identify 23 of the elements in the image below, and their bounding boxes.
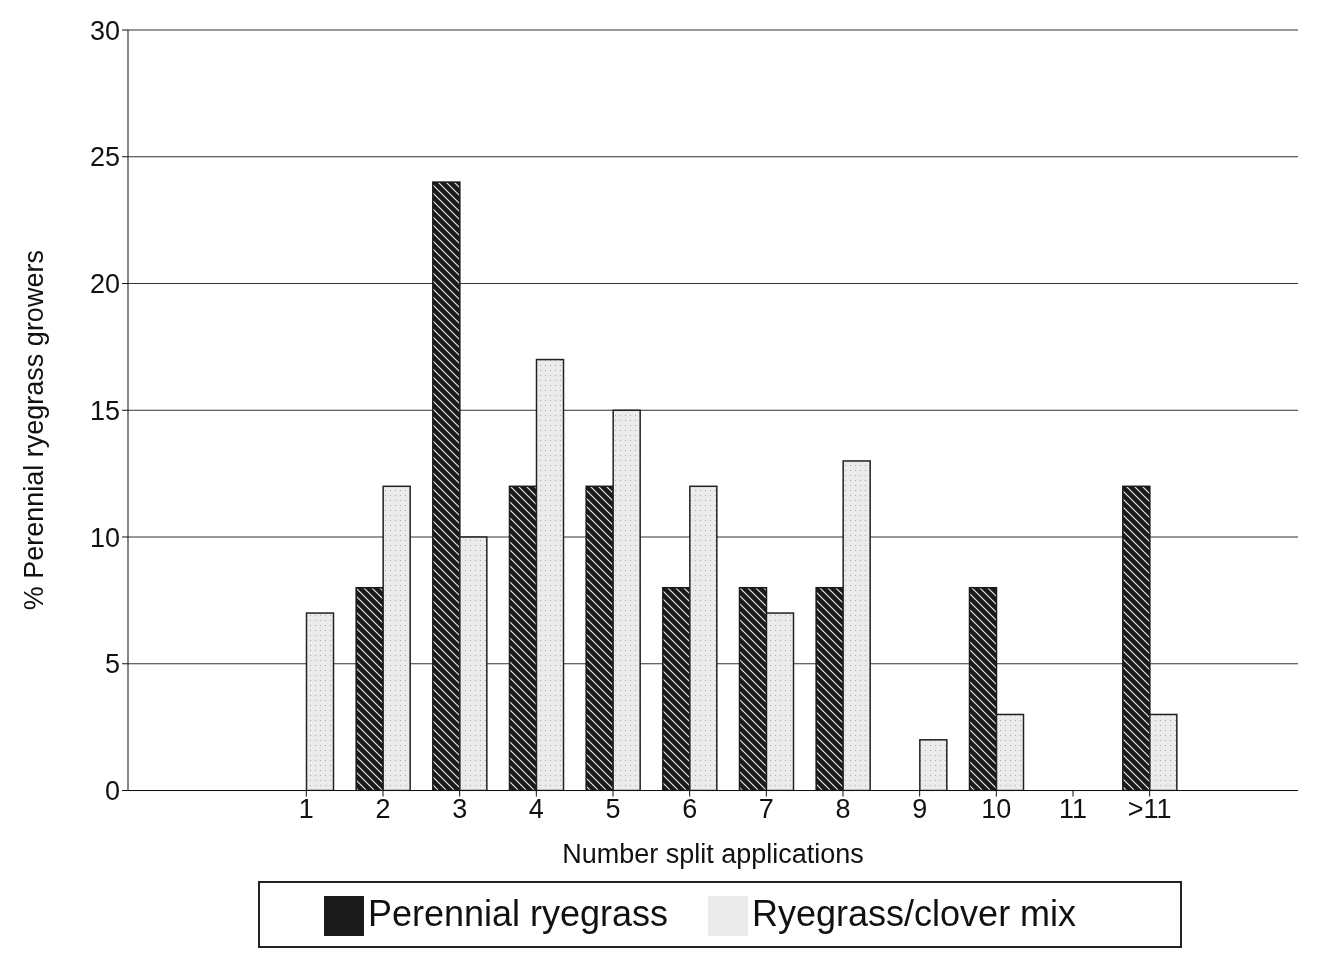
legend-label: Ryegrass/clover mix [752,892,1077,934]
x-tick-label: >11 [1127,793,1172,824]
y-tick-label: 25 [89,142,120,173]
x-tick-label: 3 [452,793,468,824]
y-tick-label: 10 [89,522,120,553]
y-tick-label: 20 [89,269,120,300]
y-tick-label: 15 [89,395,120,426]
legend-label: Perennial ryegrass [367,892,669,934]
x-tick-label: 10 [981,793,1012,824]
y-tick-label: 30 [89,15,120,46]
x-tick-label: 6 [682,793,698,824]
x-tick-label: 1 [298,793,314,824]
x-tick-label: 5 [605,793,621,824]
x-tick-label: 9 [912,793,928,824]
x-tick-label: 7 [758,793,774,824]
x-tick-label: 11 [1058,793,1088,824]
x-tick-label: 8 [835,793,851,824]
x-tick-label: 2 [375,793,391,824]
x-tick-label: 4 [528,793,544,824]
x-axis-title: Number split applications [562,838,864,869]
y-tick-label: 5 [104,649,120,680]
y-axis-title: % Perennial ryegrass growers [18,250,49,611]
y-tick-label: 0 [104,776,120,807]
